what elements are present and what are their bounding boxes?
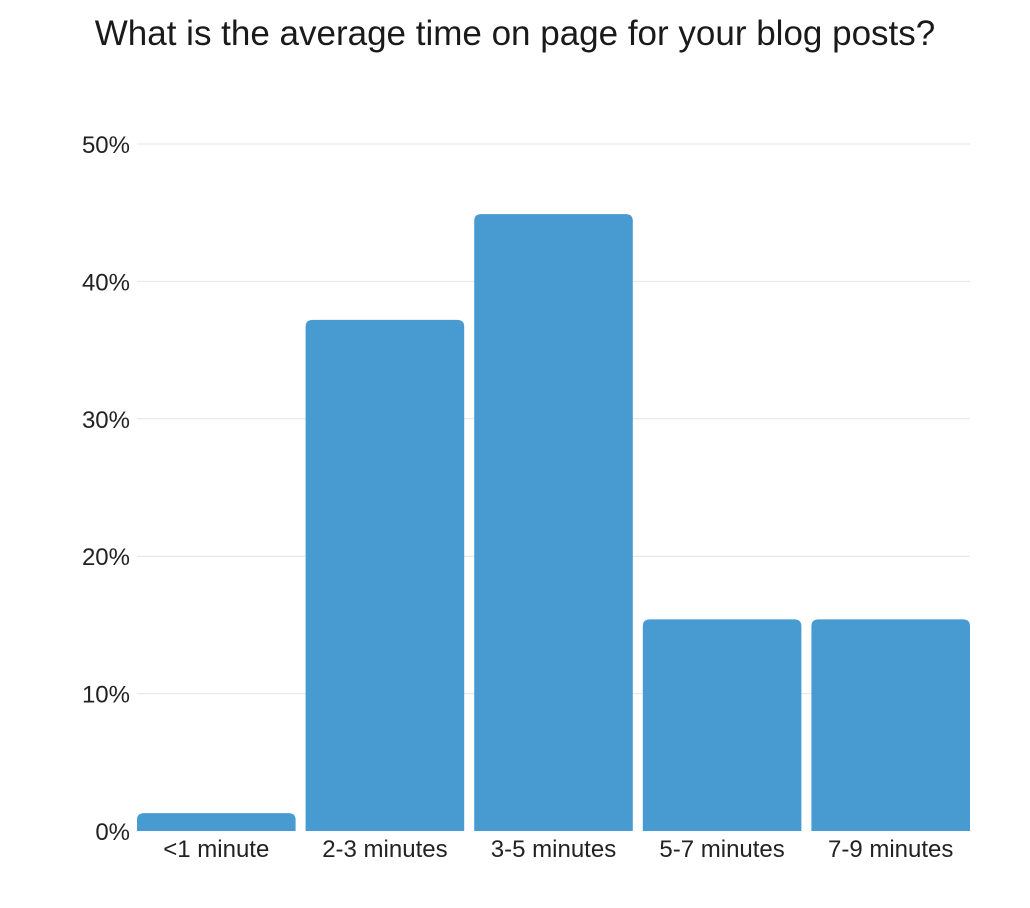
x-category-label: 2-3 minutes	[322, 836, 447, 863]
y-tick-label: 0%	[95, 819, 130, 846]
x-category-label: 7-9 minutes	[828, 836, 953, 863]
x-category-label: <1 minute	[163, 836, 269, 863]
bar-4	[811, 619, 970, 831]
bar-0	[137, 813, 296, 831]
y-tick-label: 30%	[82, 407, 130, 434]
bar-2	[474, 214, 633, 832]
x-category-label: 3-5 minutes	[491, 836, 616, 863]
y-tick-label: 10%	[82, 682, 130, 709]
y-tick-label: 50%	[82, 132, 130, 159]
y-tick-label: 20%	[82, 544, 130, 571]
bar-3	[642, 619, 802, 831]
bar-1	[305, 319, 465, 831]
y-tick-label: 40%	[82, 269, 130, 296]
x-category-label: 5-7 minutes	[659, 836, 784, 863]
chart-title: What is the average time on page for you…	[94, 14, 936, 53]
